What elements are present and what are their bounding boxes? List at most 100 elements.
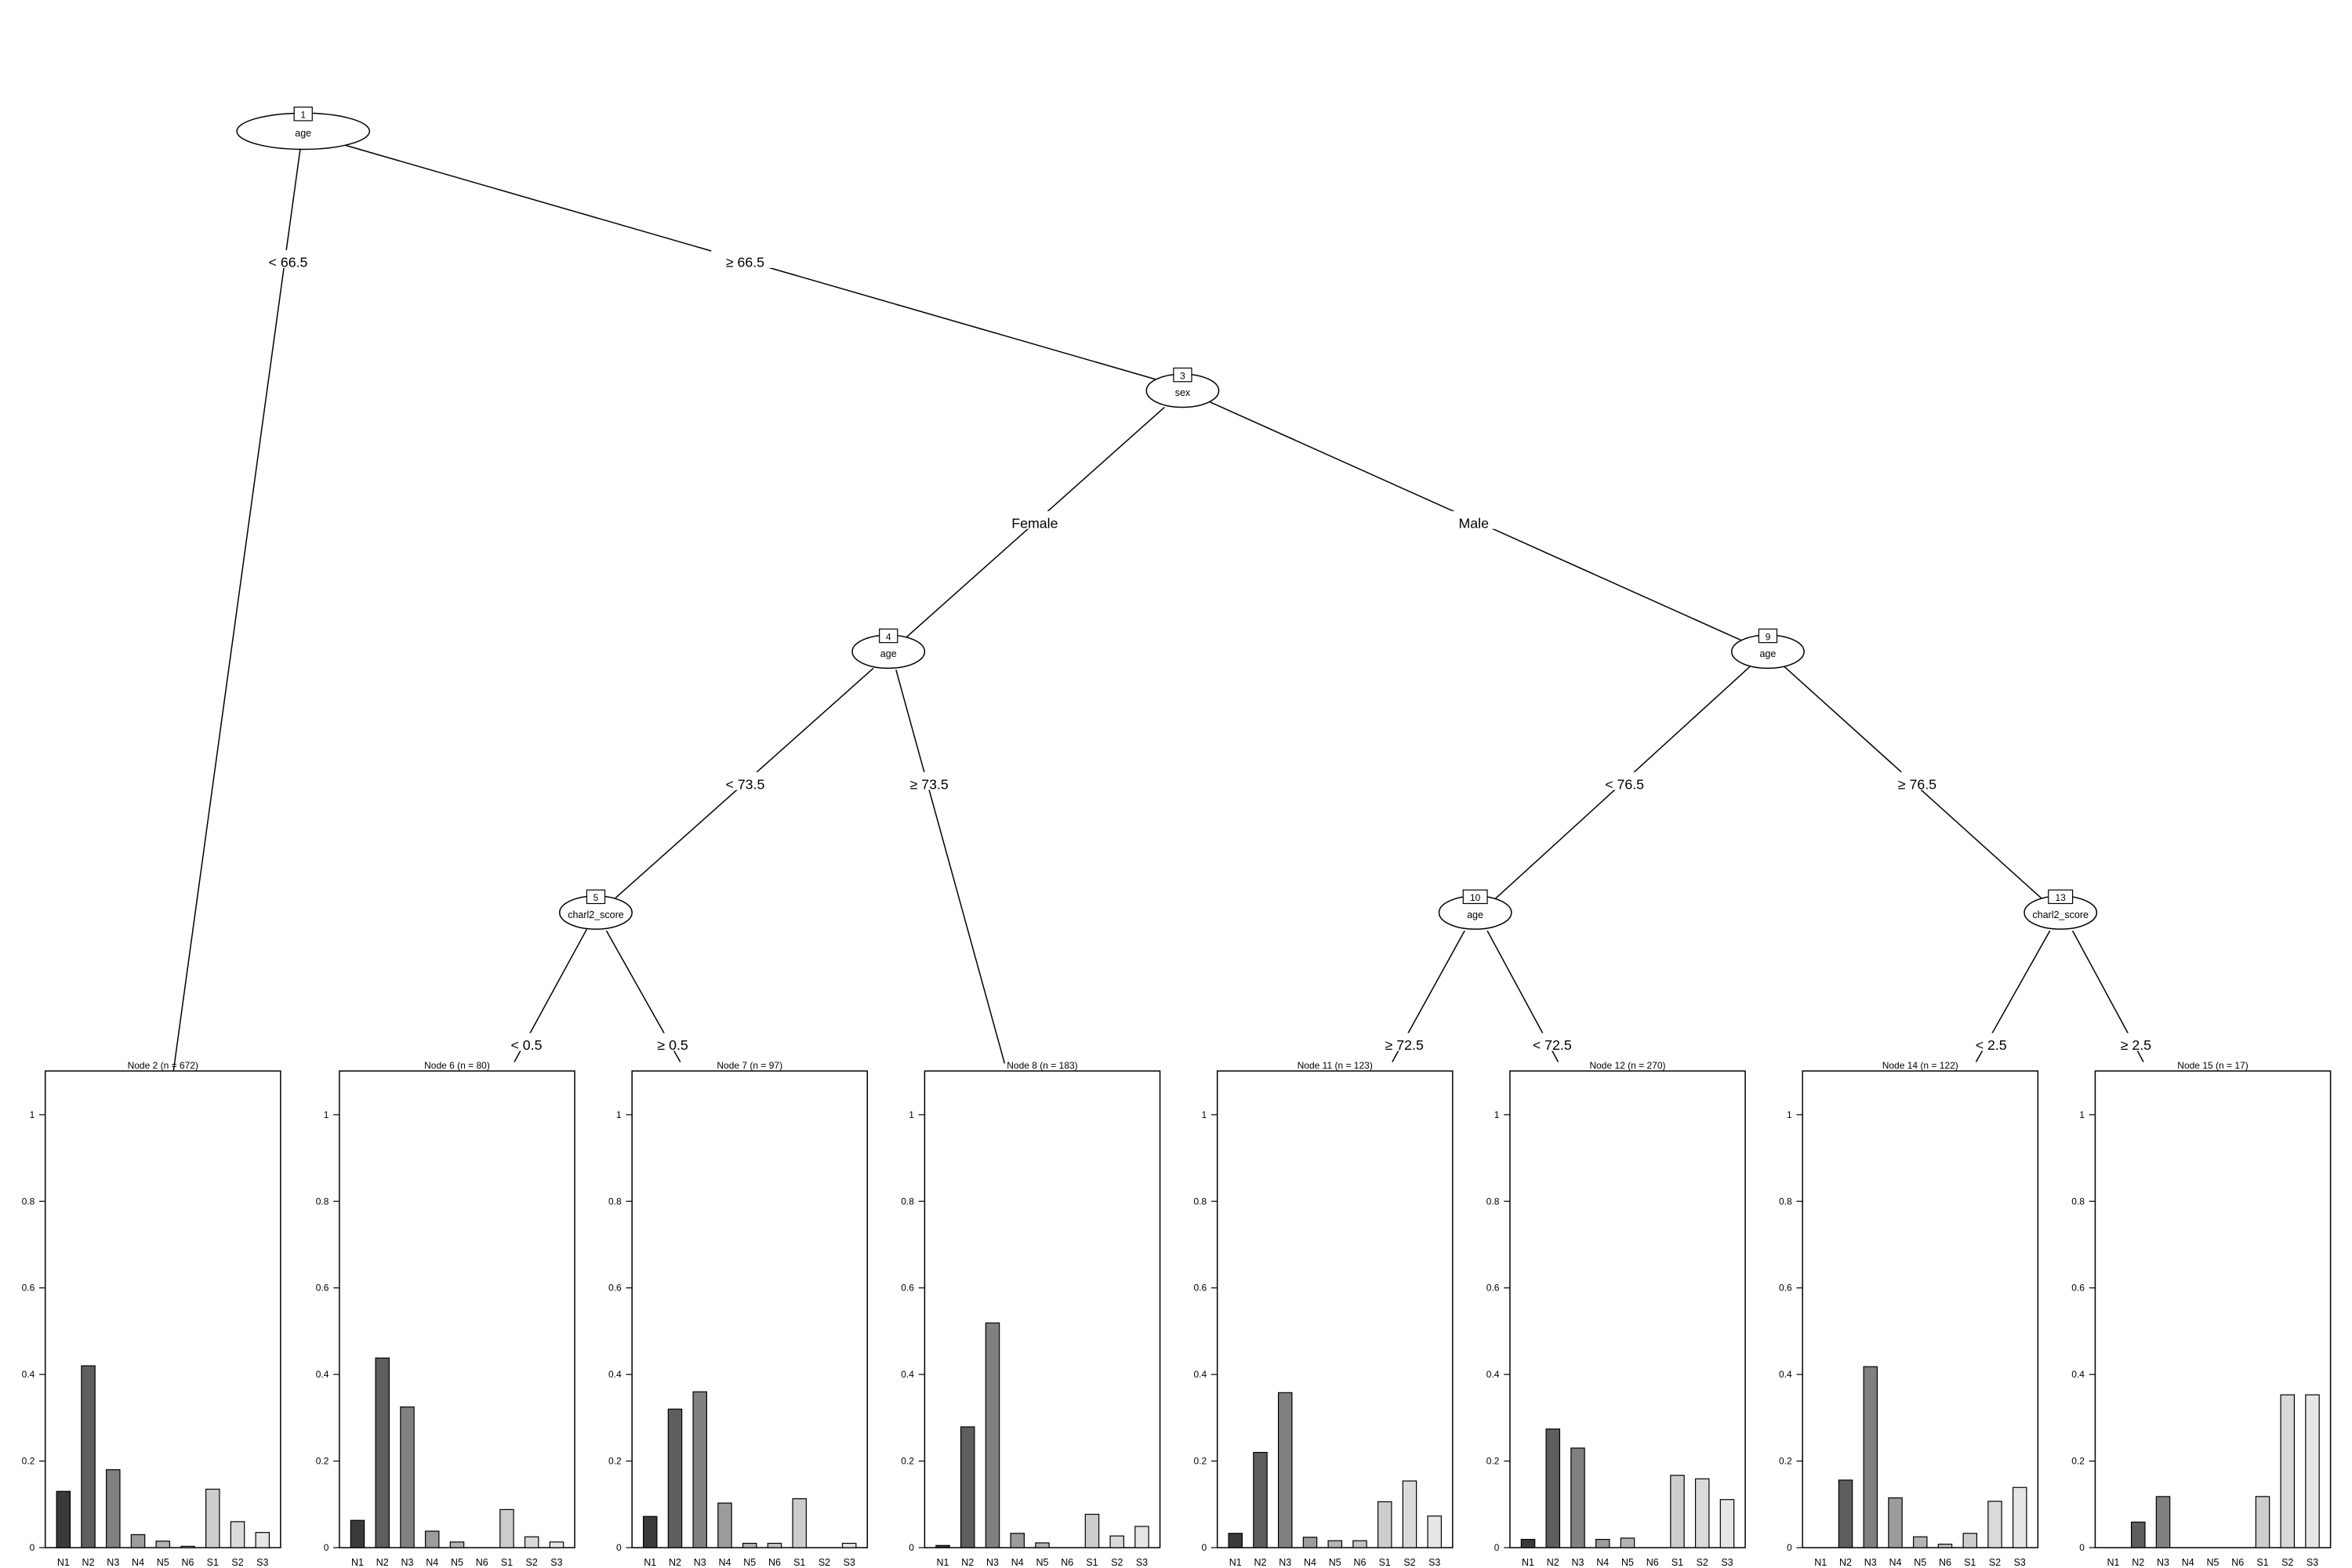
bar-N4 (717, 1502, 732, 1548)
y-tick-label: 0 (30, 1542, 35, 1553)
panel-frame (2094, 1070, 2332, 1548)
inner-node-10: 10 age (1438, 889, 1512, 930)
node-id: 3 (1180, 371, 1185, 382)
y-tick-label: 0.2 (22, 1456, 35, 1467)
edge-label-1-3: ≥ 66.5 (726, 255, 764, 270)
bar-S1 (205, 1488, 220, 1548)
panel-frame (631, 1070, 869, 1548)
category-label-S2: S2 (2281, 1557, 2293, 1568)
y-tick-label: 0.2 (901, 1456, 914, 1467)
category-label-N4: N4 (132, 1557, 144, 1568)
bar-N4 (130, 1534, 146, 1548)
node-variable: age (1759, 648, 1776, 659)
node-id-box (879, 628, 898, 644)
category-label-N6: N6 (182, 1557, 194, 1568)
bar-S1 (1962, 1533, 1978, 1548)
bar-N5 (1327, 1540, 1342, 1548)
y-tick-label: 0.8 (608, 1196, 622, 1207)
y-tick-label: 0.8 (1486, 1196, 1500, 1207)
category-label-S1: S1 (1671, 1557, 1683, 1568)
bar-N3 (985, 1322, 1000, 1548)
bar-N2 (2131, 1521, 2146, 1548)
category-label-S3: S3 (1428, 1557, 1440, 1568)
node-variable: age (880, 648, 897, 659)
y-tick-label: 0.4 (901, 1369, 914, 1380)
y-tick-label: 0 (1494, 1542, 1500, 1553)
panel-title: Node 14 (n = 122) (1882, 1060, 1958, 1071)
inner-node-3: 3 sex (1145, 367, 1220, 408)
category-label-N1: N1 (2107, 1557, 2120, 1568)
category-label-N6: N6 (1646, 1557, 1659, 1568)
y-tick-label: 0.2 (1779, 1456, 1792, 1467)
category-label-N3: N3 (107, 1557, 119, 1568)
edge-label-10-12: < 72.5 (1533, 1037, 1572, 1053)
panel-title: Node 15 (n = 17) (2177, 1060, 2248, 1071)
category-label-S3: S3 (256, 1557, 268, 1568)
y-tick-label: 1 (2079, 1109, 2085, 1120)
bar-N2 (375, 1357, 390, 1548)
category-label-N6: N6 (2231, 1557, 2244, 1568)
node-variable: age (295, 128, 311, 139)
edge-4-8 (895, 670, 1006, 1064)
edge-label-4-5: < 73.5 (726, 776, 765, 792)
node-id-box (1758, 628, 1778, 644)
category-label-S3: S3 (550, 1557, 562, 1568)
category-label-S2: S2 (1111, 1557, 1123, 1568)
bar-N4 (1302, 1537, 1318, 1548)
category-label-N3: N3 (2157, 1557, 2169, 1568)
category-label-S2: S2 (231, 1557, 243, 1568)
y-tick-label: 0.6 (608, 1283, 622, 1294)
edge-label-10-11: ≥ 72.5 (1385, 1037, 1424, 1053)
edge-label-4-8: ≥ 73.5 (910, 776, 949, 792)
y-tick-label: 0.6 (1486, 1283, 1500, 1294)
bar-N6 (767, 1542, 782, 1548)
category-label-S1: S1 (207, 1557, 219, 1568)
panel-frame (1802, 1070, 2039, 1548)
category-label-N4: N4 (1596, 1557, 1609, 1568)
y-tick-label: 0.4 (316, 1369, 329, 1380)
node-id-box (293, 107, 313, 122)
category-label-N5: N5 (1329, 1557, 1341, 1568)
node-id: 5 (593, 892, 599, 903)
terminal-node-11: Node 11 (n = 123) 0 0.2 0.4 0.6 0.8 1 N1 N2 N3 N4 N… (1194, 1060, 1454, 1568)
category-label-N6: N6 (476, 1557, 488, 1568)
bar-S2 (524, 1536, 539, 1548)
bar-N3 (1570, 1447, 1585, 1548)
bar-N3 (1863, 1366, 1878, 1548)
node-variable: charl2_score (2032, 909, 2089, 920)
category-label-S1: S1 (793, 1557, 805, 1568)
category-label-N4: N4 (426, 1557, 438, 1568)
category-label-N5: N5 (1036, 1557, 1048, 1568)
category-label-S1: S1 (1086, 1557, 1098, 1568)
bar-N2 (1545, 1428, 1561, 1548)
edge-label-bg (1518, 1033, 1587, 1051)
terminal-node-15: Node 15 (n = 17) 0 0.2 0.4 0.6 0.8 1 N1 N2 N3 N4 N5… (2071, 1060, 2332, 1568)
node-variable: sex (1175, 387, 1191, 398)
category-label-N1: N1 (1229, 1557, 1242, 1568)
edge-label-bg (1000, 510, 1069, 529)
bar-N5 (155, 1541, 171, 1548)
y-tick-label: 1 (909, 1109, 914, 1120)
y-tick-label: 0.2 (608, 1456, 622, 1467)
bar-N1 (1520, 1538, 1536, 1548)
category-label-S3: S3 (1721, 1557, 1733, 1568)
panel-frame (339, 1070, 575, 1548)
y-tick-label: 1 (616, 1109, 622, 1120)
y-tick-label: 1 (1787, 1109, 1792, 1120)
edge-label-bg (2107, 1033, 2165, 1051)
y-tick-label: 1 (1494, 1109, 1500, 1120)
edge-label-5-6: < 0.5 (510, 1037, 542, 1053)
edge-label-bg (254, 250, 322, 268)
bar-N3 (1277, 1392, 1293, 1548)
category-label-N2: N2 (1254, 1557, 1267, 1568)
bar-N6 (1352, 1540, 1367, 1548)
y-tick-label: 0.2 (316, 1456, 329, 1467)
inner-node-4: 4 age (851, 628, 926, 670)
category-label-N3: N3 (1279, 1557, 1291, 1568)
y-tick-label: 1 (1202, 1109, 1207, 1120)
node-id: 13 (2056, 892, 2067, 903)
y-tick-label: 0.4 (2071, 1369, 2085, 1380)
category-label-N1: N1 (351, 1557, 364, 1568)
category-label-N5: N5 (157, 1557, 169, 1568)
